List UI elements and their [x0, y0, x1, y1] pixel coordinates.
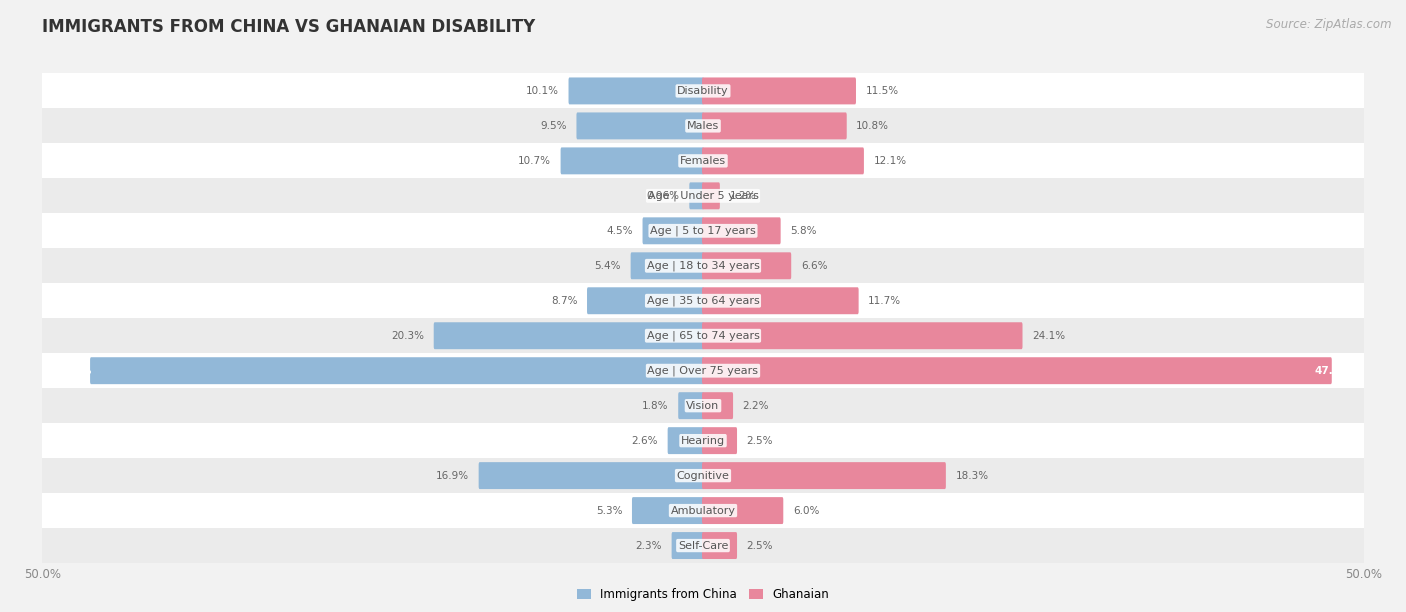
FancyBboxPatch shape — [678, 392, 704, 419]
Text: 8.7%: 8.7% — [551, 296, 578, 306]
Text: 10.1%: 10.1% — [526, 86, 560, 96]
Text: 12.1%: 12.1% — [873, 156, 907, 166]
Text: Vision: Vision — [686, 401, 720, 411]
FancyBboxPatch shape — [702, 357, 1331, 384]
Bar — [42, 283, 1364, 318]
FancyBboxPatch shape — [668, 427, 704, 454]
Text: 20.3%: 20.3% — [391, 330, 425, 341]
Text: 18.3%: 18.3% — [956, 471, 988, 480]
Text: 4.5%: 4.5% — [606, 226, 633, 236]
FancyBboxPatch shape — [433, 323, 704, 349]
Text: 6.0%: 6.0% — [793, 506, 820, 515]
FancyBboxPatch shape — [702, 392, 733, 419]
FancyBboxPatch shape — [702, 497, 783, 524]
Bar — [42, 423, 1364, 458]
FancyBboxPatch shape — [702, 78, 856, 105]
FancyBboxPatch shape — [702, 252, 792, 279]
Text: 2.6%: 2.6% — [631, 436, 658, 446]
FancyBboxPatch shape — [702, 287, 859, 314]
Text: Cognitive: Cognitive — [676, 471, 730, 480]
FancyBboxPatch shape — [672, 532, 704, 559]
Legend: Immigrants from China, Ghanaian: Immigrants from China, Ghanaian — [576, 588, 830, 601]
FancyBboxPatch shape — [631, 497, 704, 524]
FancyBboxPatch shape — [689, 182, 704, 209]
Text: 5.8%: 5.8% — [790, 226, 817, 236]
Text: Age | Over 75 years: Age | Over 75 years — [648, 365, 758, 376]
Text: 10.7%: 10.7% — [517, 156, 551, 166]
Text: 0.96%: 0.96% — [647, 191, 679, 201]
Bar — [42, 318, 1364, 353]
Bar — [42, 214, 1364, 248]
Bar — [42, 353, 1364, 388]
Text: Age | 18 to 34 years: Age | 18 to 34 years — [647, 261, 759, 271]
Text: Source: ZipAtlas.com: Source: ZipAtlas.com — [1267, 18, 1392, 31]
Text: 5.3%: 5.3% — [596, 506, 623, 515]
FancyBboxPatch shape — [702, 532, 737, 559]
FancyBboxPatch shape — [576, 113, 704, 140]
FancyBboxPatch shape — [702, 182, 720, 209]
FancyBboxPatch shape — [478, 462, 704, 489]
Bar — [42, 388, 1364, 423]
FancyBboxPatch shape — [588, 287, 704, 314]
FancyBboxPatch shape — [631, 252, 704, 279]
Bar — [42, 143, 1364, 178]
FancyBboxPatch shape — [568, 78, 704, 105]
FancyBboxPatch shape — [702, 323, 1022, 349]
FancyBboxPatch shape — [643, 217, 704, 244]
FancyBboxPatch shape — [561, 147, 704, 174]
Text: Females: Females — [681, 156, 725, 166]
Text: 1.2%: 1.2% — [730, 191, 756, 201]
Bar — [42, 458, 1364, 493]
Text: 2.5%: 2.5% — [747, 540, 773, 551]
Text: Age | 35 to 64 years: Age | 35 to 64 years — [647, 296, 759, 306]
Bar — [42, 528, 1364, 563]
Bar — [42, 73, 1364, 108]
FancyBboxPatch shape — [702, 462, 946, 489]
Text: 10.8%: 10.8% — [856, 121, 890, 131]
FancyBboxPatch shape — [702, 113, 846, 140]
Text: Ambulatory: Ambulatory — [671, 506, 735, 515]
Text: 2.5%: 2.5% — [747, 436, 773, 446]
Text: 16.9%: 16.9% — [436, 471, 470, 480]
Bar — [42, 178, 1364, 214]
Text: 5.4%: 5.4% — [595, 261, 621, 271]
Bar — [42, 248, 1364, 283]
Text: Males: Males — [688, 121, 718, 131]
FancyBboxPatch shape — [702, 427, 737, 454]
FancyBboxPatch shape — [702, 147, 863, 174]
Text: 11.5%: 11.5% — [866, 86, 898, 96]
Text: 9.5%: 9.5% — [540, 121, 567, 131]
Text: 2.2%: 2.2% — [742, 401, 769, 411]
Text: 47.5%: 47.5% — [1315, 366, 1351, 376]
Text: Self-Care: Self-Care — [678, 540, 728, 551]
FancyBboxPatch shape — [90, 357, 704, 384]
Text: 2.3%: 2.3% — [636, 540, 662, 551]
Text: 46.3%: 46.3% — [55, 366, 91, 376]
FancyBboxPatch shape — [702, 217, 780, 244]
Text: 1.8%: 1.8% — [643, 401, 669, 411]
Text: Age | 5 to 17 years: Age | 5 to 17 years — [650, 226, 756, 236]
Bar — [42, 493, 1364, 528]
Text: Hearing: Hearing — [681, 436, 725, 446]
Text: Age | 65 to 74 years: Age | 65 to 74 years — [647, 330, 759, 341]
Text: 11.7%: 11.7% — [868, 296, 901, 306]
Text: 6.6%: 6.6% — [801, 261, 827, 271]
Text: Age | Under 5 years: Age | Under 5 years — [648, 190, 758, 201]
Bar — [42, 108, 1364, 143]
Text: 24.1%: 24.1% — [1032, 330, 1066, 341]
Text: Disability: Disability — [678, 86, 728, 96]
Text: IMMIGRANTS FROM CHINA VS GHANAIAN DISABILITY: IMMIGRANTS FROM CHINA VS GHANAIAN DISABI… — [42, 18, 536, 36]
